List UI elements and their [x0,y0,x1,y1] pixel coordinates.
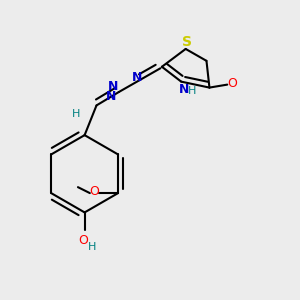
Text: O: O [228,76,238,90]
Text: H: H [88,242,96,252]
Text: N: N [131,71,142,84]
Text: S: S [182,34,192,49]
Text: N: N [108,80,118,93]
Text: N: N [106,90,116,103]
Text: N: N [179,82,189,96]
Text: O: O [89,185,99,198]
Text: O: O [78,234,88,247]
Text: H: H [71,109,80,119]
Text: H: H [188,86,196,96]
